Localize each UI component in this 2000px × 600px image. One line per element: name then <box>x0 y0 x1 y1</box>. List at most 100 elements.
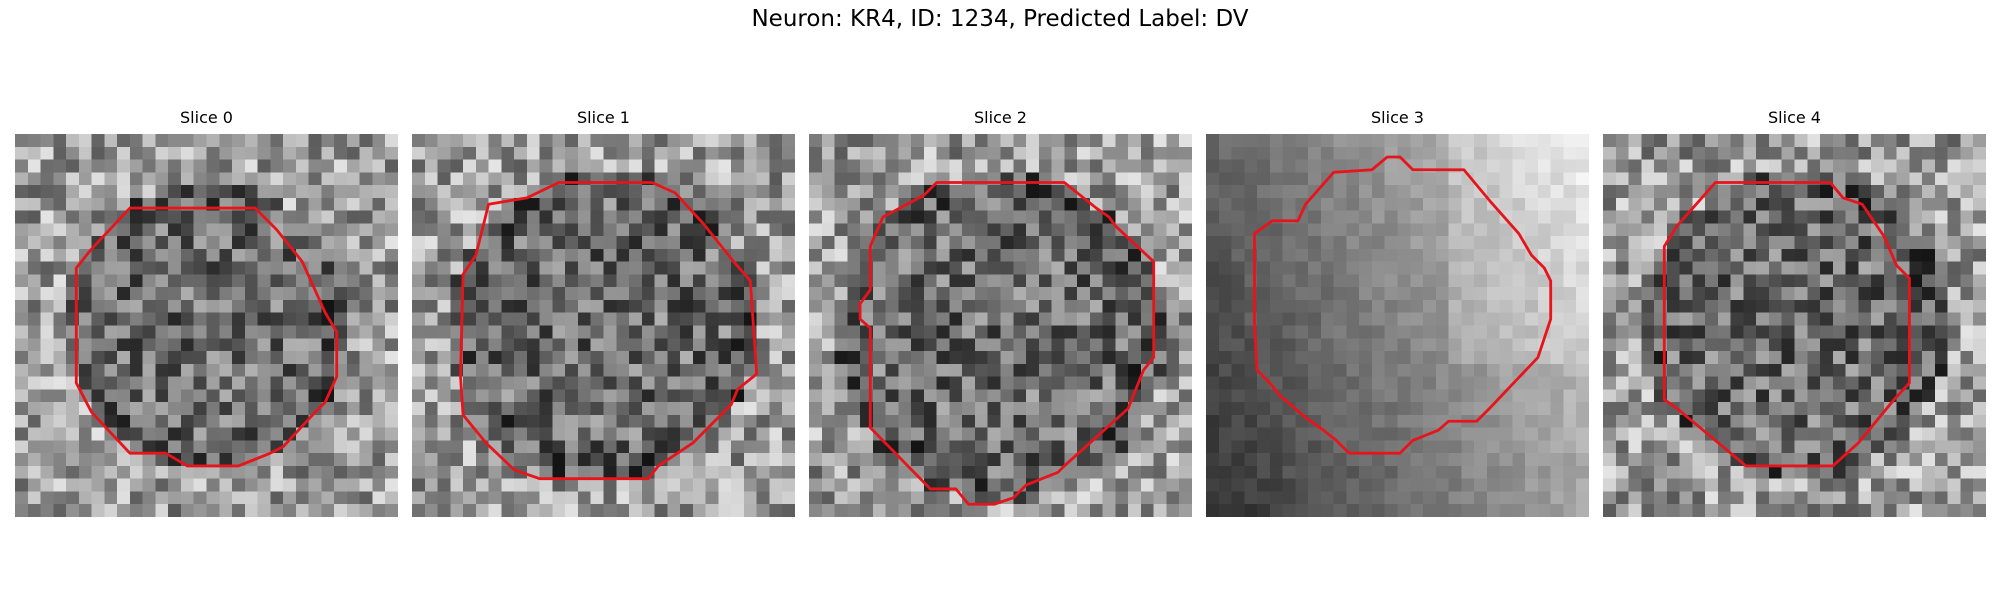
pixel <box>334 223 348 237</box>
pixel <box>756 414 770 428</box>
pixel <box>1615 274 1629 288</box>
pixel <box>1359 465 1373 479</box>
pixel <box>1384 453 1398 467</box>
pixel <box>1140 453 1154 467</box>
pixel <box>1960 159 1974 173</box>
pixel <box>78 338 92 352</box>
pixel <box>1295 172 1309 186</box>
pixel <box>590 274 604 288</box>
pixel <box>15 248 29 262</box>
pixel <box>206 159 220 173</box>
pixel <box>1282 287 1296 301</box>
pixel <box>1820 491 1834 505</box>
pixel <box>1730 248 1744 262</box>
pixel <box>718 287 732 301</box>
slice-title: Slice 4 <box>1768 108 1821 127</box>
pixel <box>1603 197 1617 211</box>
pixel <box>437 325 451 339</box>
pixel <box>488 376 502 390</box>
pixel <box>1397 427 1411 441</box>
pixel <box>860 453 874 467</box>
pixel <box>603 261 617 275</box>
pixel <box>283 197 297 211</box>
pixel <box>1679 338 1693 352</box>
pixel <box>257 172 271 186</box>
pixel <box>270 197 284 211</box>
pixel <box>782 248 795 262</box>
pixel <box>1641 312 1655 326</box>
pixel <box>834 159 848 173</box>
pixel <box>1615 351 1629 365</box>
pixel <box>385 236 398 250</box>
pixel <box>1384 261 1398 275</box>
pixel <box>923 223 937 237</box>
pixel <box>1064 363 1078 377</box>
pixel <box>872 325 886 339</box>
pixel <box>616 389 630 403</box>
pixel <box>463 453 477 467</box>
pixel <box>1308 223 1322 237</box>
pixel <box>590 159 604 173</box>
pixel <box>526 274 540 288</box>
pixel <box>475 491 489 505</box>
pixel <box>385 274 398 288</box>
pixel <box>488 134 502 148</box>
pixel <box>923 134 937 148</box>
pixel <box>552 248 566 262</box>
pixel <box>1525 223 1539 237</box>
pixel <box>1692 440 1706 454</box>
pixel <box>334 134 348 148</box>
pixel <box>1730 402 1744 416</box>
pixel <box>78 210 92 224</box>
pixel <box>1474 478 1488 492</box>
pixel <box>936 504 950 517</box>
pixel <box>1179 248 1192 262</box>
pixel <box>1768 287 1782 301</box>
pixel <box>372 159 386 173</box>
pixel <box>949 465 963 479</box>
pixel <box>270 146 284 160</box>
pixel <box>1525 338 1539 352</box>
pixel <box>1909 299 1923 313</box>
pixel <box>1705 287 1719 301</box>
pixel <box>1410 299 1424 313</box>
pixel <box>193 363 207 377</box>
pixel <box>1128 491 1142 505</box>
slice-title: Slice 1 <box>577 108 630 127</box>
pixel <box>1435 440 1449 454</box>
pixel <box>1166 261 1180 275</box>
pixel <box>1603 146 1617 160</box>
pixel <box>1308 299 1322 313</box>
pixel <box>1730 465 1744 479</box>
pixel <box>117 287 131 301</box>
pixel <box>1206 389 1220 403</box>
pixel <box>577 236 591 250</box>
pixel <box>1038 351 1052 365</box>
pixel <box>53 312 67 326</box>
pixel <box>692 134 706 148</box>
pixel <box>1051 185 1065 199</box>
pixel <box>1269 504 1283 517</box>
pixel <box>1794 312 1808 326</box>
pixel <box>321 210 335 224</box>
pixel <box>1947 389 1961 403</box>
pixel <box>206 478 220 492</box>
pixel <box>1218 236 1232 250</box>
pixel <box>565 287 579 301</box>
pixel <box>1102 440 1116 454</box>
pixel <box>359 427 373 441</box>
pixel <box>1359 223 1373 237</box>
pixel <box>1909 210 1923 224</box>
pixel <box>769 453 783 467</box>
pixel <box>1461 453 1475 467</box>
pixel <box>1499 159 1513 173</box>
pixel <box>923 414 937 428</box>
pixel <box>321 172 335 186</box>
pixel <box>1128 159 1142 173</box>
pixel <box>692 325 706 339</box>
pixel <box>450 402 464 416</box>
pixel <box>15 376 29 390</box>
pixel <box>1858 351 1872 365</box>
pixel <box>1244 414 1258 428</box>
pixel <box>1883 146 1897 160</box>
